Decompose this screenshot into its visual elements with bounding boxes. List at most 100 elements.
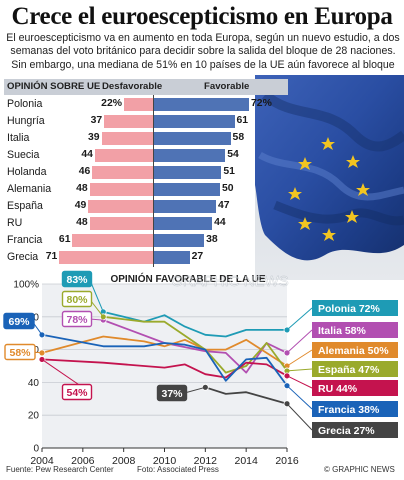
opinion-row: RU 48 44 [4, 215, 272, 232]
x-tick-label: 2010 [153, 455, 177, 467]
start-label-box [61, 310, 93, 328]
favorable-bar [154, 166, 222, 179]
country-label: Suecia [7, 149, 40, 161]
unfavorable-value: 46 [78, 166, 91, 177]
start-label-box [156, 384, 188, 402]
watermark: GRAPHIC NEWS [171, 273, 289, 290]
x-tick-label: 2014 [234, 455, 258, 467]
favorable-value: 54 [227, 149, 239, 160]
label-connector [184, 386, 206, 394]
series-line [103, 315, 288, 374]
start-label-box [61, 290, 93, 308]
favorable-value: 38 [206, 234, 218, 245]
unfavorable-bar [104, 115, 153, 128]
favorable-value: 61 [236, 115, 249, 126]
favorable-value: 44 [214, 217, 226, 228]
favorable-value: 58 [232, 132, 245, 143]
start-label: 78% [66, 314, 88, 326]
unfavorable-bar [72, 234, 153, 247]
unfavorable-bar [92, 166, 153, 179]
footer-credit: © GRAPHIC NEWS [324, 465, 395, 474]
x-tick-label: 2012 [194, 455, 218, 467]
country-label: Hungría [7, 115, 45, 127]
end-label-connector [286, 307, 313, 331]
series-label: Italia 58% [318, 325, 367, 337]
series-label: Grecia 27% [318, 425, 375, 437]
country-label: Grecia [7, 251, 39, 263]
end-label-connector [286, 349, 313, 367]
series-line [205, 386, 288, 405]
unfavorable-label: Desfavorable [102, 81, 163, 92]
end-label-connector [286, 368, 313, 372]
x-tick-label: 2008 [112, 455, 136, 467]
page-title: Crece el euroescepticismo en Europa [11, 3, 393, 30]
country-label: Holanda [7, 166, 47, 178]
unfavorable-bar [123, 98, 153, 111]
unfavorable-bar [94, 149, 153, 162]
unfavorable-value: 61 [58, 234, 71, 245]
unfavorable-value: 49 [74, 200, 87, 211]
start-label-box [61, 383, 93, 401]
footer-photo: Foto: Associated Press [137, 465, 219, 474]
end-label-box [312, 422, 398, 438]
end-label-box [312, 300, 398, 316]
x-tick-label: 2006 [71, 455, 95, 467]
favorable-bar [154, 217, 213, 230]
series-label: España 47% [318, 364, 380, 376]
favorable-bar [154, 115, 235, 128]
series-label: Francia 38% [318, 404, 380, 416]
favorable-bar [154, 183, 220, 196]
opinion-header-title: OPINIÓN SOBRE UE [7, 81, 101, 92]
start-label-box [3, 312, 35, 330]
favorable-bar [154, 98, 250, 111]
bar-divider [153, 95, 154, 267]
favorable-bar [154, 234, 205, 247]
y-tick-label: 40 [28, 378, 40, 389]
start-label: 58% [9, 347, 31, 359]
series-line [103, 311, 287, 338]
x-tick-label: 2016 [275, 455, 299, 467]
y-tick-label: 0 [33, 444, 39, 455]
unfavorable-value: 37 [90, 115, 103, 126]
unfavorable-bar [101, 132, 153, 145]
country-label: RU [7, 217, 23, 229]
start-label: 69% [8, 316, 30, 328]
series-line [41, 358, 288, 379]
unfavorable-value: 71 [45, 251, 58, 262]
y-tick-label: 20 [28, 411, 40, 422]
series-line [41, 335, 288, 367]
opinion-header: OPINIÓN SOBRE UE Desfavorable Favorable [4, 79, 288, 95]
start-label: 80% [66, 294, 88, 306]
start-label: 83% [66, 274, 88, 286]
favorable-value: 72% [251, 98, 272, 109]
favorable-label: Favorable [204, 81, 250, 92]
favorable-bar [154, 149, 226, 162]
series-label: RU 44% [318, 383, 358, 395]
start-label: 37% [161, 388, 183, 400]
country-label: Polonia [7, 98, 43, 110]
country-label: España [7, 200, 43, 212]
opinion-row: Polonia 22% 72% [4, 96, 272, 113]
opinion-row: España 49 47 [4, 198, 272, 215]
favorable-value: 50 [222, 183, 234, 194]
opinion-row: Francia 61 38 [4, 232, 272, 249]
y-tick-label: 100% [13, 280, 39, 291]
favorable-bar [154, 132, 231, 145]
end-label-box [312, 342, 398, 358]
series-label: Polonia 72% [318, 303, 381, 315]
intro-line: semanas del voto británico para decidir … [10, 45, 396, 58]
end-label-box [312, 361, 398, 377]
country-label: Alemania [7, 183, 52, 195]
favorable-value: 51 [223, 166, 235, 177]
unfavorable-value: 39 [87, 132, 100, 143]
end-label-box [312, 401, 398, 417]
favorable-line-chart: 100%806040200200420062008201020122014201… [0, 268, 404, 468]
eu-flag-photo [255, 75, 404, 280]
intro-line: Sin embargo, una mediana de 51% en 10 pa… [11, 58, 395, 71]
unfavorable-value: 22% [101, 98, 122, 109]
opinion-row: Suecia 44 54 [4, 147, 272, 164]
unfavorable-value: 44 [81, 149, 93, 160]
series-label: Alemania 50% [318, 345, 389, 357]
opinion-row: Italia 39 58 [4, 130, 272, 147]
start-label-box [4, 343, 36, 361]
